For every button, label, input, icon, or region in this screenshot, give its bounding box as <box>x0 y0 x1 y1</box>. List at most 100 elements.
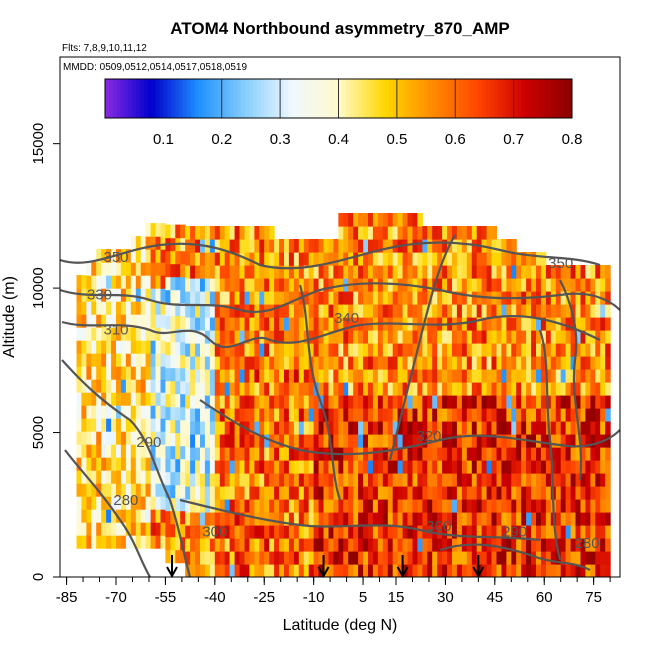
colorbar-cell <box>474 79 480 118</box>
heatmap-cell <box>86 366 92 380</box>
heatmap-cell <box>254 304 260 318</box>
heatmap-cell <box>516 538 522 552</box>
heatmap-cell <box>402 213 409 227</box>
heatmap-cell <box>195 434 201 448</box>
heatmap-cell <box>447 369 453 383</box>
heatmap-cell <box>560 512 567 526</box>
heatmap-cell <box>101 457 107 471</box>
heatmap-cell <box>170 367 176 382</box>
heatmap-cell <box>536 434 542 448</box>
heatmap-cell <box>368 369 374 383</box>
heatmap-cell <box>392 369 399 383</box>
heatmap-cell <box>536 473 542 487</box>
heatmap-cell <box>605 499 611 513</box>
heatmap-cell <box>422 512 428 526</box>
heatmap-cell <box>106 379 112 393</box>
heatmap-cell <box>81 366 87 380</box>
heatmap-cell <box>412 239 418 253</box>
heatmap-cell <box>125 496 132 510</box>
heatmap-cell <box>422 434 428 448</box>
colorbar-cell <box>439 79 445 118</box>
heatmap-cell <box>427 369 433 383</box>
heatmap-cell <box>101 275 107 289</box>
heatmap-cell <box>249 525 255 539</box>
colorbar-cell <box>311 79 316 118</box>
heatmap-cell <box>180 549 186 564</box>
heatmap-cell <box>86 418 92 432</box>
heatmap-cell <box>363 564 369 577</box>
heatmap-cell <box>550 408 557 422</box>
heatmap-cell <box>120 470 127 484</box>
heatmap-cell <box>338 317 344 331</box>
heatmap-cell <box>86 444 92 458</box>
heatmap-cell <box>481 317 488 331</box>
heatmap-cell <box>274 408 280 422</box>
heatmap-cell <box>417 239 423 253</box>
heatmap-cell <box>545 460 552 474</box>
heatmap-cell <box>323 330 329 344</box>
heatmap-cell <box>358 330 364 344</box>
heatmap-cell <box>288 525 295 539</box>
heatmap-cell <box>298 512 305 526</box>
heatmap-cell <box>590 278 596 292</box>
heatmap-cell <box>407 265 413 279</box>
heatmap-cell <box>511 382 517 396</box>
heatmap-cell <box>550 525 557 539</box>
heatmap-cell <box>363 525 369 539</box>
heatmap-cell <box>580 551 586 565</box>
heatmap-cell <box>106 314 112 328</box>
heatmap-cell <box>387 239 394 253</box>
heatmap-cell <box>575 538 581 552</box>
heatmap-cell <box>96 457 102 471</box>
heatmap-cell <box>486 304 493 318</box>
heatmap-cell <box>605 343 611 357</box>
heatmap-cell <box>452 343 458 357</box>
heatmap-cell <box>318 356 325 370</box>
heatmap-cell <box>540 356 547 370</box>
heatmap-cell <box>244 317 250 331</box>
heatmap-cell <box>239 395 245 409</box>
heatmap-cell <box>412 460 418 474</box>
heatmap-cell <box>496 395 502 409</box>
heatmap-cell <box>452 239 458 253</box>
heatmap-cell <box>175 315 181 330</box>
heatmap-cell <box>244 343 250 357</box>
heatmap-cell <box>452 564 458 577</box>
heatmap-cell <box>155 470 161 484</box>
arrow-head <box>396 566 409 579</box>
heatmap-cell <box>437 369 443 383</box>
heatmap-cell <box>195 395 201 409</box>
heatmap-cell <box>466 343 473 357</box>
heatmap-cell <box>466 525 473 539</box>
heatmap-cell <box>496 421 502 435</box>
heatmap-cell <box>452 512 458 526</box>
heatmap-cell <box>190 330 196 344</box>
heatmap-cell <box>155 431 161 445</box>
colorbar-cell <box>326 79 332 118</box>
heatmap-cell <box>224 525 231 539</box>
heatmap-cell <box>540 499 547 513</box>
colorbar-cell <box>412 79 417 118</box>
heatmap-cell <box>318 265 325 279</box>
heatmap-cell <box>377 460 384 474</box>
colorbar-cell <box>163 79 168 118</box>
heatmap-cell <box>165 419 171 434</box>
heatmap-cell <box>506 343 512 357</box>
heatmap-cell <box>491 382 497 396</box>
heatmap-cell <box>219 265 226 279</box>
heatmap-cell <box>432 499 438 513</box>
heatmap-cell <box>343 265 349 279</box>
heatmap-cell <box>452 252 458 266</box>
heatmap-cell <box>358 382 364 396</box>
heatmap-cell <box>353 551 359 565</box>
heatmap-cell <box>229 252 236 266</box>
heatmap-cell <box>343 213 349 227</box>
heatmap-cell <box>353 421 359 435</box>
heatmap-cell <box>244 486 250 500</box>
heatmap-cell <box>185 382 191 396</box>
x-tick-label: 30 <box>437 589 454 606</box>
heatmap-cell <box>328 525 334 539</box>
heatmap-cell <box>540 473 547 487</box>
heatmap-cell <box>209 343 216 357</box>
heatmap-cell <box>323 499 329 513</box>
